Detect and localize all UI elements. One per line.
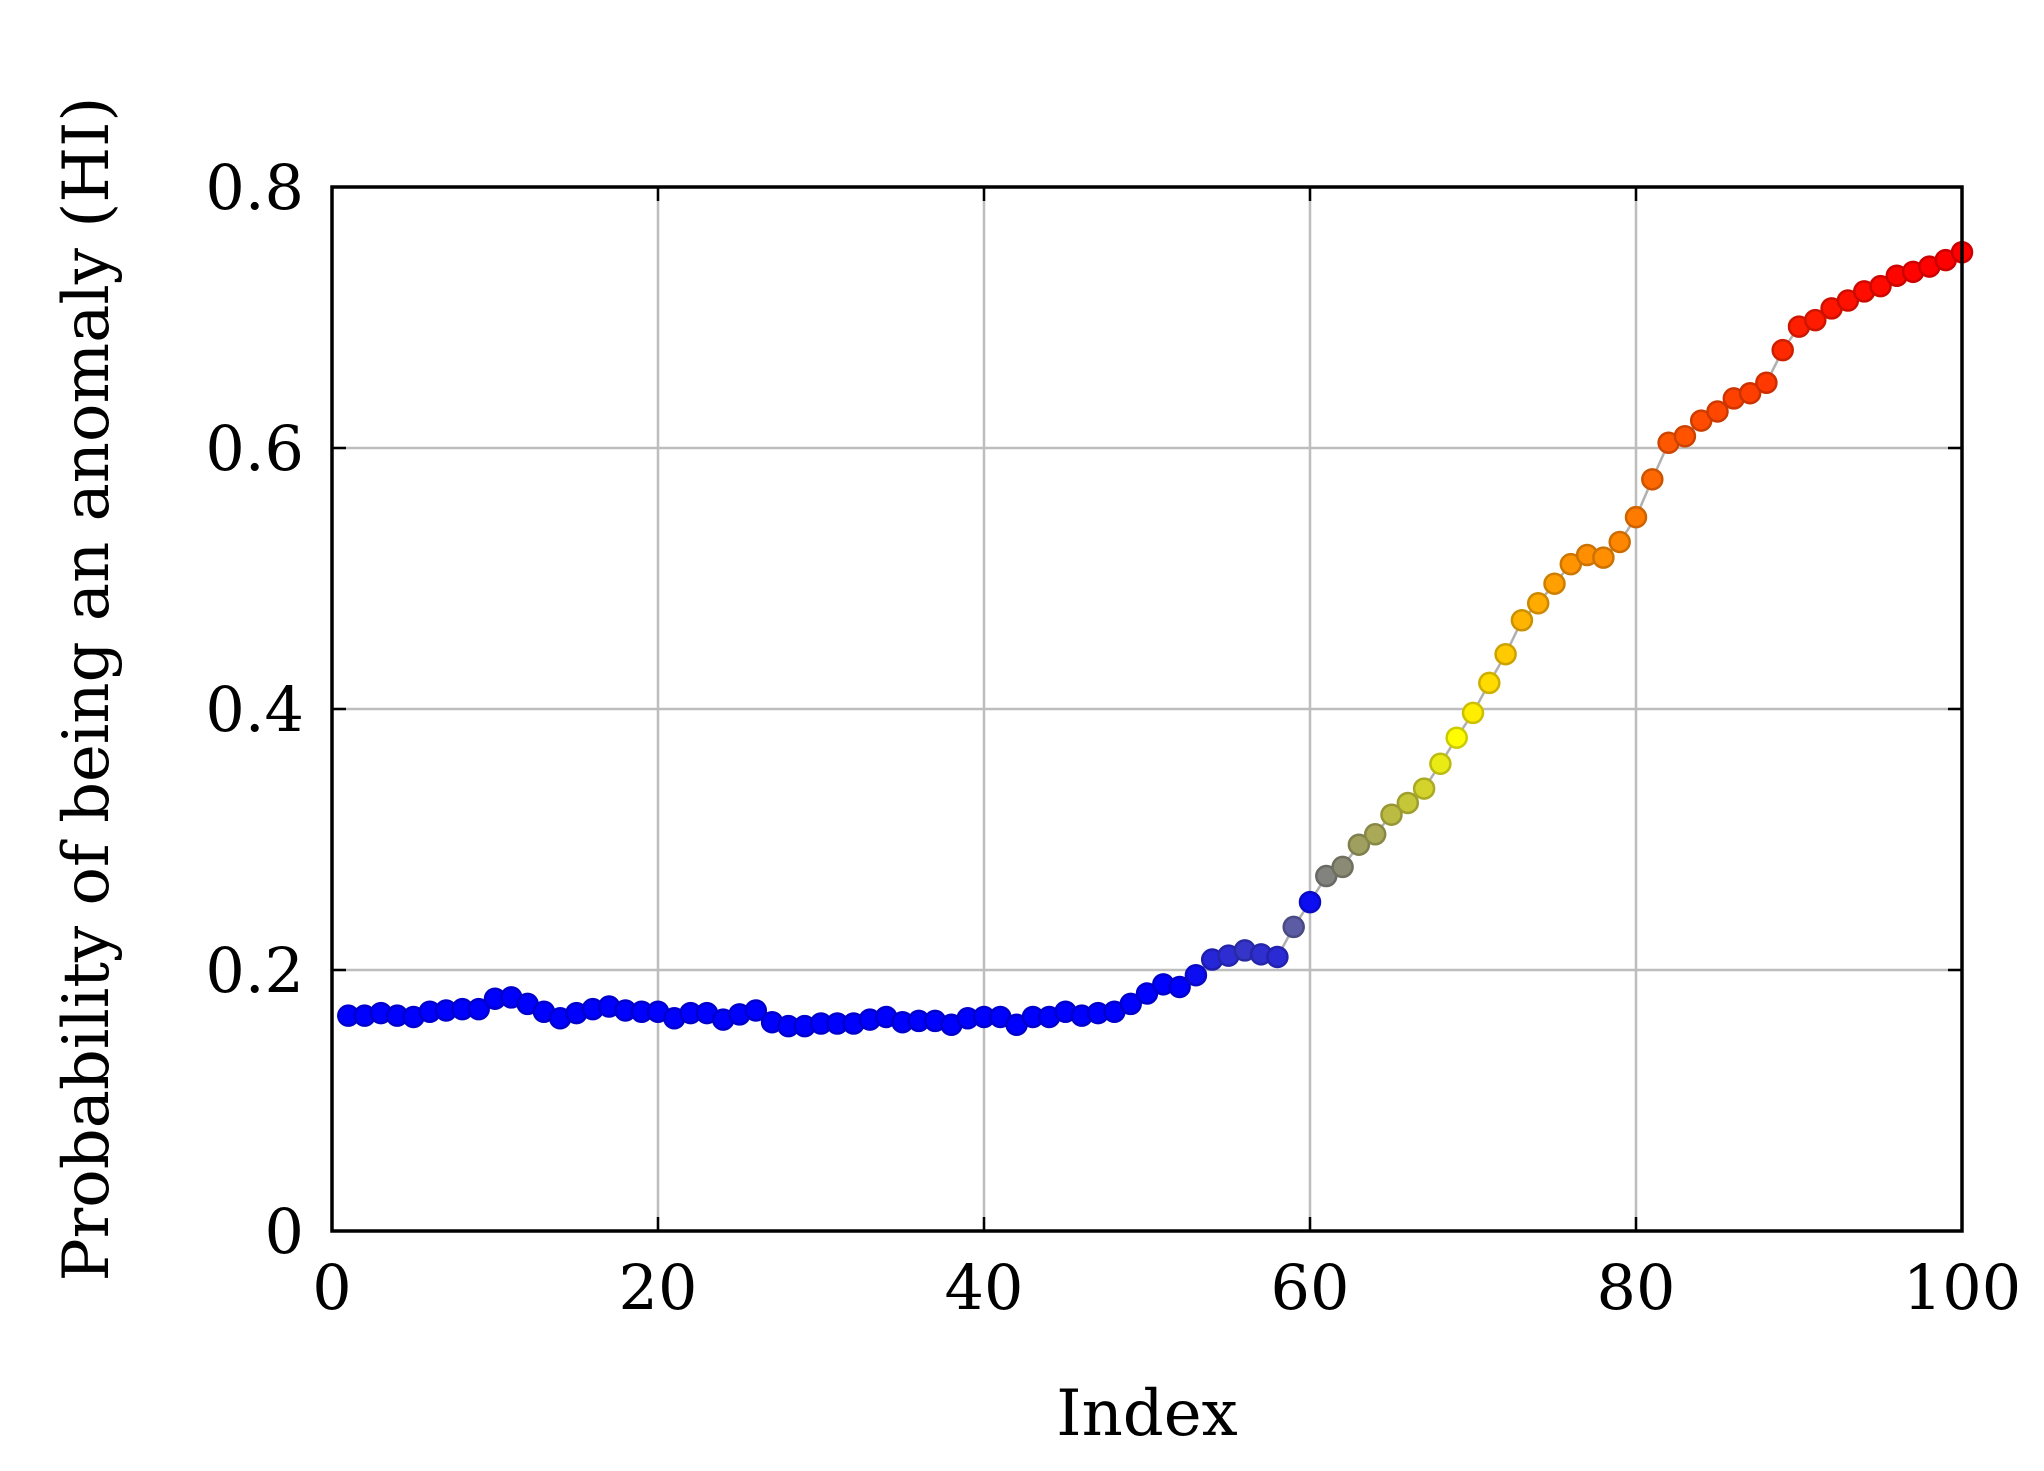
data-point: [1331, 855, 1354, 879]
data-point: [1755, 371, 1778, 394]
data-point: [1184, 963, 1208, 987]
y-tick-label: 0.2: [205, 934, 304, 1007]
x-tick-label: 60: [1271, 1251, 1350, 1324]
x-axis-title: Index: [1056, 1377, 1237, 1451]
data-point: [1624, 505, 1648, 529]
y-tick-label: 0.6: [205, 412, 304, 485]
data-point: [1526, 592, 1550, 615]
x-tick-label: 100: [1903, 1251, 2021, 1324]
data-point: [1494, 642, 1517, 666]
data-point: [1738, 381, 1762, 405]
data-point: [1266, 945, 1289, 969]
data-point: [1363, 823, 1387, 846]
data-point: [1412, 777, 1436, 800]
y-tick-label: 0: [265, 1195, 304, 1268]
data-point: [1461, 701, 1485, 725]
x-tick-label: 40: [945, 1251, 1024, 1324]
data-points: [337, 241, 1974, 1038]
y-axis-title: Probability of being an anomaly (HI): [50, 97, 124, 1282]
y-tick-label: 0.4: [205, 673, 304, 746]
data-point: [1641, 468, 1664, 491]
data-point: [1282, 915, 1305, 939]
data-point: [1673, 425, 1697, 448]
data-point: [1543, 572, 1566, 595]
data-point: [1429, 752, 1452, 776]
data-point: [1804, 308, 1827, 332]
data-point: [1478, 671, 1501, 695]
data-point: [1380, 803, 1403, 826]
data-point: [1396, 791, 1420, 815]
data-point: [1706, 400, 1729, 423]
x-tick-label: 0: [312, 1251, 351, 1324]
x-axis-tick-labels: 0 20 40 60 80 100: [312, 1251, 2021, 1324]
data-point: [1445, 726, 1468, 749]
x-tick-label: 20: [619, 1251, 698, 1324]
data-point: [467, 997, 490, 1021]
data-point: [1347, 833, 1371, 856]
data-point: [1608, 530, 1631, 554]
y-axis-tick-labels: 0 0.2 0.4 0.6 0.8: [205, 151, 304, 1268]
data-point: [1298, 890, 1322, 914]
data-point: [1168, 975, 1191, 999]
data-point: [1119, 992, 1142, 1016]
tick-marks: [330, 185, 1964, 1233]
x-tick-label: 80: [1597, 1251, 1676, 1324]
data-point: [1771, 338, 1794, 362]
data-point: [1510, 609, 1534, 632]
data-point: [1869, 274, 1892, 298]
y-tick-label: 0.8: [205, 151, 304, 224]
data-point: [744, 999, 768, 1022]
data-point: [1592, 546, 1615, 569]
